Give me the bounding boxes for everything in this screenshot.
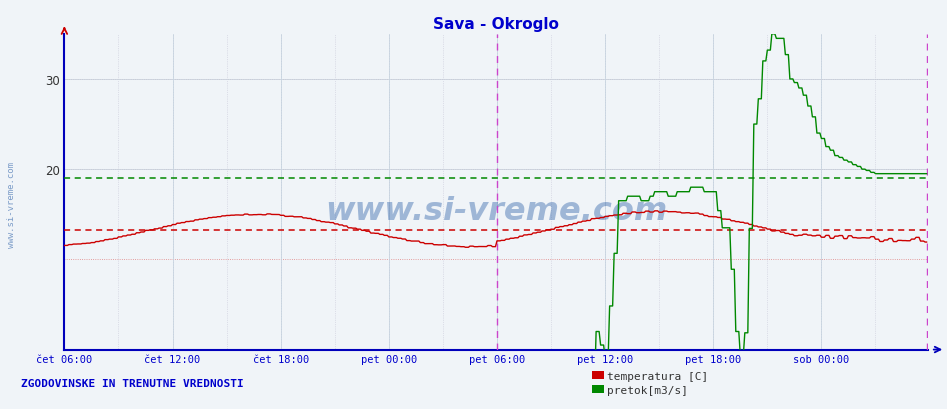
Text: temperatura [C]: temperatura [C] [607,371,708,381]
Text: www.si-vreme.com: www.si-vreme.com [7,162,16,247]
Text: ZGODOVINSKE IN TRENUTNE VREDNOSTI: ZGODOVINSKE IN TRENUTNE VREDNOSTI [21,378,243,389]
Text: pretok[m3/s]: pretok[m3/s] [607,385,688,395]
Title: Sava - Okroglo: Sava - Okroglo [434,17,559,32]
Text: www.si-vreme.com: www.si-vreme.com [325,196,668,227]
